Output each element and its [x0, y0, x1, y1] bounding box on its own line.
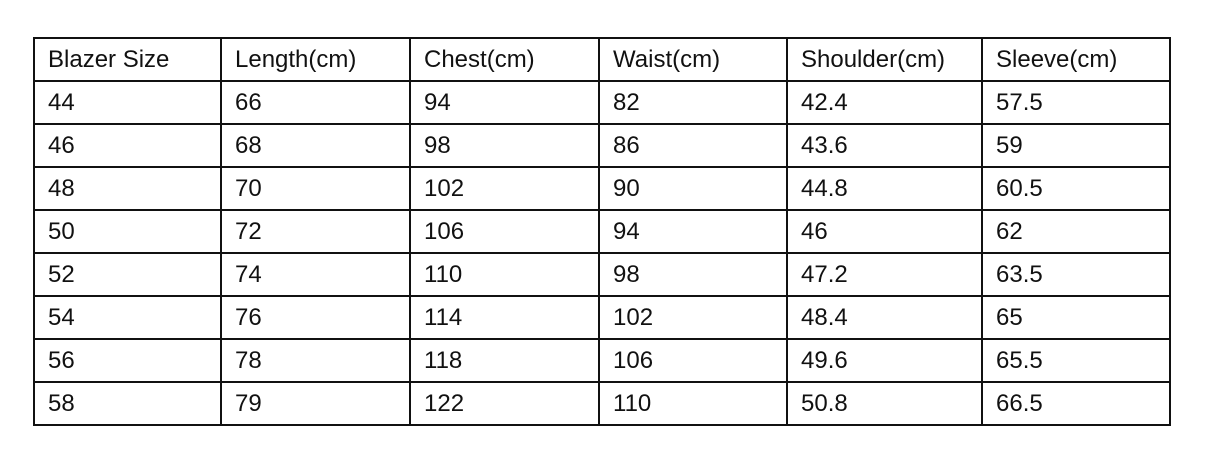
cell-shoulder: 47.2 [786, 252, 983, 297]
size-chart-table: Blazer Size Length(cm) Chest(cm) Waist(c… [33, 37, 1171, 426]
cell-blazer-size: 58 [33, 381, 222, 426]
table-row: 52 74 110 98 47.2 63.5 [33, 252, 1171, 297]
cell-blazer-size: 52 [33, 252, 222, 297]
cell-length: 74 [220, 252, 411, 297]
header-length: Length(cm) [220, 37, 411, 82]
cell-waist: 106 [598, 338, 788, 383]
cell-shoulder: 48.4 [786, 295, 983, 340]
table-row: 48 70 102 90 44.8 60.5 [33, 166, 1171, 211]
cell-waist: 94 [598, 209, 788, 254]
cell-chest: 106 [409, 209, 600, 254]
table-row: 56 78 118 106 49.6 65.5 [33, 338, 1171, 383]
cell-shoulder: 44.8 [786, 166, 983, 211]
cell-chest: 114 [409, 295, 600, 340]
header-sleeve: Sleeve(cm) [981, 37, 1171, 82]
table-row: 46 68 98 86 43.6 59 [33, 123, 1171, 168]
header-blazer-size: Blazer Size [33, 37, 222, 82]
cell-blazer-size: 44 [33, 80, 222, 125]
cell-chest: 102 [409, 166, 600, 211]
cell-blazer-size: 56 [33, 338, 222, 383]
header-waist: Waist(cm) [598, 37, 788, 82]
cell-shoulder: 42.4 [786, 80, 983, 125]
cell-waist: 90 [598, 166, 788, 211]
table-body: 44 66 94 82 42.4 57.5 46 68 98 86 43.6 59 48 70 102 90 4… [33, 80, 1171, 426]
cell-sleeve: 60.5 [981, 166, 1171, 211]
cell-waist: 110 [598, 381, 788, 426]
cell-chest: 118 [409, 338, 600, 383]
cell-shoulder: 46 [786, 209, 983, 254]
cell-sleeve: 57.5 [981, 80, 1171, 125]
header-row: Blazer Size Length(cm) Chest(cm) Waist(c… [33, 37, 1171, 82]
cell-sleeve: 66.5 [981, 381, 1171, 426]
header-shoulder: Shoulder(cm) [786, 37, 983, 82]
cell-sleeve: 65.5 [981, 338, 1171, 383]
cell-length: 70 [220, 166, 411, 211]
cell-blazer-size: 46 [33, 123, 222, 168]
cell-length: 68 [220, 123, 411, 168]
cell-waist: 102 [598, 295, 788, 340]
cell-sleeve: 62 [981, 209, 1171, 254]
cell-blazer-size: 50 [33, 209, 222, 254]
cell-shoulder: 50.8 [786, 381, 983, 426]
cell-length: 66 [220, 80, 411, 125]
cell-shoulder: 49.6 [786, 338, 983, 383]
cell-chest: 98 [409, 123, 600, 168]
cell-shoulder: 43.6 [786, 123, 983, 168]
cell-waist: 86 [598, 123, 788, 168]
cell-chest: 110 [409, 252, 600, 297]
cell-sleeve: 65 [981, 295, 1171, 340]
table-row: 54 76 114 102 48.4 65 [33, 295, 1171, 340]
cell-length: 72 [220, 209, 411, 254]
cell-chest: 94 [409, 80, 600, 125]
header-chest: Chest(cm) [409, 37, 600, 82]
cell-length: 78 [220, 338, 411, 383]
cell-length: 79 [220, 381, 411, 426]
cell-sleeve: 59 [981, 123, 1171, 168]
cell-blazer-size: 54 [33, 295, 222, 340]
cell-sleeve: 63.5 [981, 252, 1171, 297]
cell-waist: 98 [598, 252, 788, 297]
cell-waist: 82 [598, 80, 788, 125]
table-row: 58 79 122 110 50.8 66.5 [33, 381, 1171, 426]
table-row: 50 72 106 94 46 62 [33, 209, 1171, 254]
table-row: 44 66 94 82 42.4 57.5 [33, 80, 1171, 125]
cell-blazer-size: 48 [33, 166, 222, 211]
cell-length: 76 [220, 295, 411, 340]
cell-chest: 122 [409, 381, 600, 426]
